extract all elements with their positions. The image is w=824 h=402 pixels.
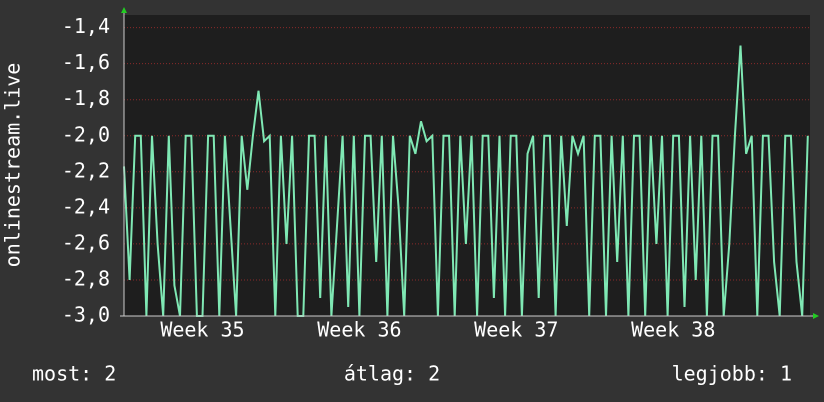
y-axis-label: onlinestream.live	[1, 63, 25, 268]
y-tick-label: -1,8	[62, 86, 110, 110]
y-tick-label: -1,6	[62, 50, 110, 74]
x-tick-label: Week 38	[631, 318, 715, 342]
y-tick-label: -2,8	[62, 266, 110, 290]
y-tick-label: -2,0	[62, 122, 110, 146]
y-tick-label: -2,2	[62, 158, 110, 182]
x-tick-label: Week 35	[160, 318, 244, 342]
stat-current: most: 2	[32, 362, 116, 386]
x-tick-label: Week 36	[317, 318, 401, 342]
stat-best: legjobb: 1	[672, 362, 792, 386]
stat-average: átlag: 2	[344, 362, 440, 386]
y-arrow	[121, 7, 127, 13]
y-tick-label: -2,4	[62, 194, 110, 218]
x-arrow	[813, 313, 819, 319]
data-line	[123, 45, 809, 317]
x-tick-label: Week 37	[474, 318, 558, 342]
y-tick-label: -2,6	[62, 230, 110, 254]
y-tick-label: -1,4	[62, 14, 110, 38]
y-tick-label: -3,0	[62, 303, 110, 327]
